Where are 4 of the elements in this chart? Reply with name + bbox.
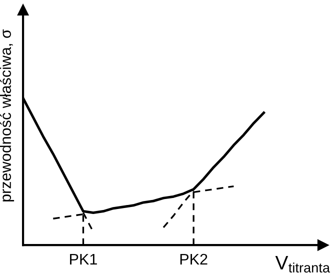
x-axis-title: V$_{titranta}$	[275, 256, 330, 273]
x-tick-label: PK1	[70, 254, 97, 264]
x-tick-label: PK2	[180, 254, 208, 264]
y-axis-title: przewodność właściwa, σ	[0, 29, 14, 202]
